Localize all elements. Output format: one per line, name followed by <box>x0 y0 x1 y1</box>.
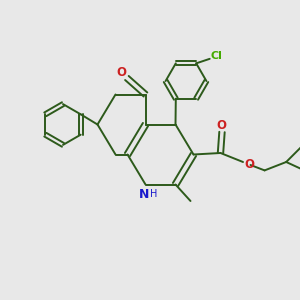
Text: N: N <box>139 188 149 201</box>
Text: O: O <box>116 66 127 79</box>
Text: H: H <box>150 189 158 199</box>
Text: O: O <box>244 158 254 172</box>
Text: Cl: Cl <box>210 51 222 61</box>
Text: O: O <box>216 119 226 132</box>
